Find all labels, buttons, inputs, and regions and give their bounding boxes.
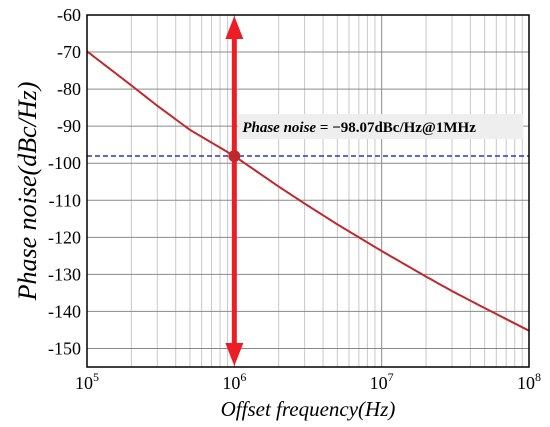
y-tick-label: -80	[57, 79, 81, 99]
y-tick-label: -130	[48, 264, 81, 284]
y-tick-label: -60	[57, 5, 81, 25]
plot-frame	[86, 14, 530, 368]
y-tick-label: -120	[48, 227, 81, 247]
x-tick-labels: 105 106 107 108	[75, 370, 541, 393]
grid	[87, 14, 529, 367]
y-tick-label: -90	[57, 116, 81, 136]
x-tick-label: 107	[370, 370, 394, 393]
y-tick-label: -150	[48, 338, 81, 358]
curve-layer	[87, 50, 529, 332]
arrow-head-up-icon	[225, 16, 244, 39]
x-tick-label: 106	[222, 370, 246, 393]
x-tick-label: 108	[517, 370, 541, 393]
y-tick-label: -110	[49, 190, 81, 210]
annotation-background	[238, 114, 524, 140]
series-line	[87, 50, 529, 332]
y-axis-label: Phase noise(dBc/Hz)	[13, 82, 42, 302]
x-axis-label: Offset frequency(Hz)	[221, 397, 396, 421]
arrow-head-down-icon	[225, 343, 244, 366]
annotation-label: Phase noise = −98.07dBc/Hz@1MHz	[242, 120, 476, 136]
y-tick-label: -100	[48, 153, 81, 173]
y-tick-label: -140	[48, 301, 81, 321]
y-tick-labels: -60 -70 -80 -90 -100 -110 -120 -130 -140 -150	[48, 5, 81, 358]
annotation-layer: Phase noise = −98.07dBc/Hz@1MHz	[87, 16, 529, 366]
y-tick-label: -70	[57, 42, 81, 62]
x-tick-label: 105	[75, 370, 99, 393]
marker-point	[228, 150, 241, 163]
